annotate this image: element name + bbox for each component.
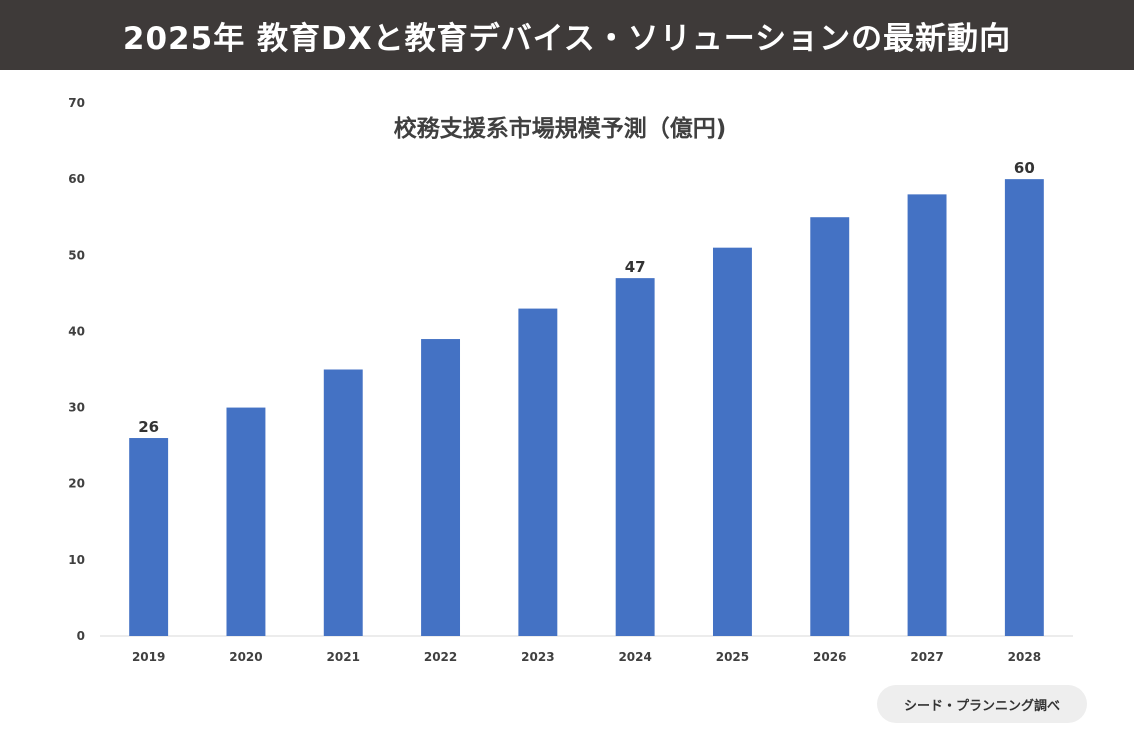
bar-2020 (226, 407, 266, 636)
source-label: シード・プランニング調べ (903, 698, 1060, 714)
bar-2023 (518, 308, 558, 636)
x-tick-label: 2027 (910, 650, 943, 664)
header-banner: 2025年 教育DXと教育デバイス・ソリューションの最新動向 (0, 0, 1134, 70)
bar-2027 (907, 194, 947, 636)
data-label: 47 (625, 258, 646, 276)
x-tick-label: 2024 (618, 650, 651, 664)
x-tick-label: 2020 (229, 650, 262, 664)
chart-title: 校務支援系市場規模予測（億円) (394, 115, 727, 142)
x-tick-label: 2022 (424, 650, 457, 664)
bar-2024 (615, 278, 655, 636)
source-badge: シード・プランニング調べ (877, 685, 1087, 723)
y-tick-label: 40 (68, 324, 85, 338)
bar-2025 (712, 247, 752, 636)
x-tick-label: 2023 (521, 650, 554, 664)
bar-2021 (323, 369, 363, 636)
data-label: 26 (138, 418, 159, 436)
plot-area: 0 10 20 30 40 50 60 70 2019 26 2020 2021 2022 2023 202… (68, 96, 1073, 664)
bar-2028 (1004, 179, 1044, 636)
y-tick-label: 10 (68, 553, 85, 567)
y-tick-label: 70 (68, 96, 85, 110)
y-tick-label: 30 (68, 401, 85, 415)
bar-2026 (810, 217, 850, 636)
bar-chart: 校務支援系市場規模予測（億円) 0 10 20 30 40 50 60 70 2019 26 202… (68, 96, 1073, 664)
data-label: 60 (1014, 159, 1035, 177)
x-tick-label: 2025 (716, 650, 749, 664)
x-tick-label: 2026 (813, 650, 846, 664)
bar-2022 (421, 339, 461, 636)
y-tick-label: 20 (68, 477, 85, 491)
y-tick-label: 50 (68, 248, 85, 262)
y-tick-label: 60 (68, 172, 85, 186)
x-tick-label: 2021 (327, 650, 360, 664)
x-tick-label: 2028 (1008, 650, 1041, 664)
x-tick-label: 2019 (132, 650, 165, 664)
page-title: 2025年 教育DXと教育デバイス・ソリューションの最新動向 (122, 20, 1012, 57)
bar-2019 (129, 438, 169, 636)
y-tick-label: 0 (77, 629, 85, 643)
